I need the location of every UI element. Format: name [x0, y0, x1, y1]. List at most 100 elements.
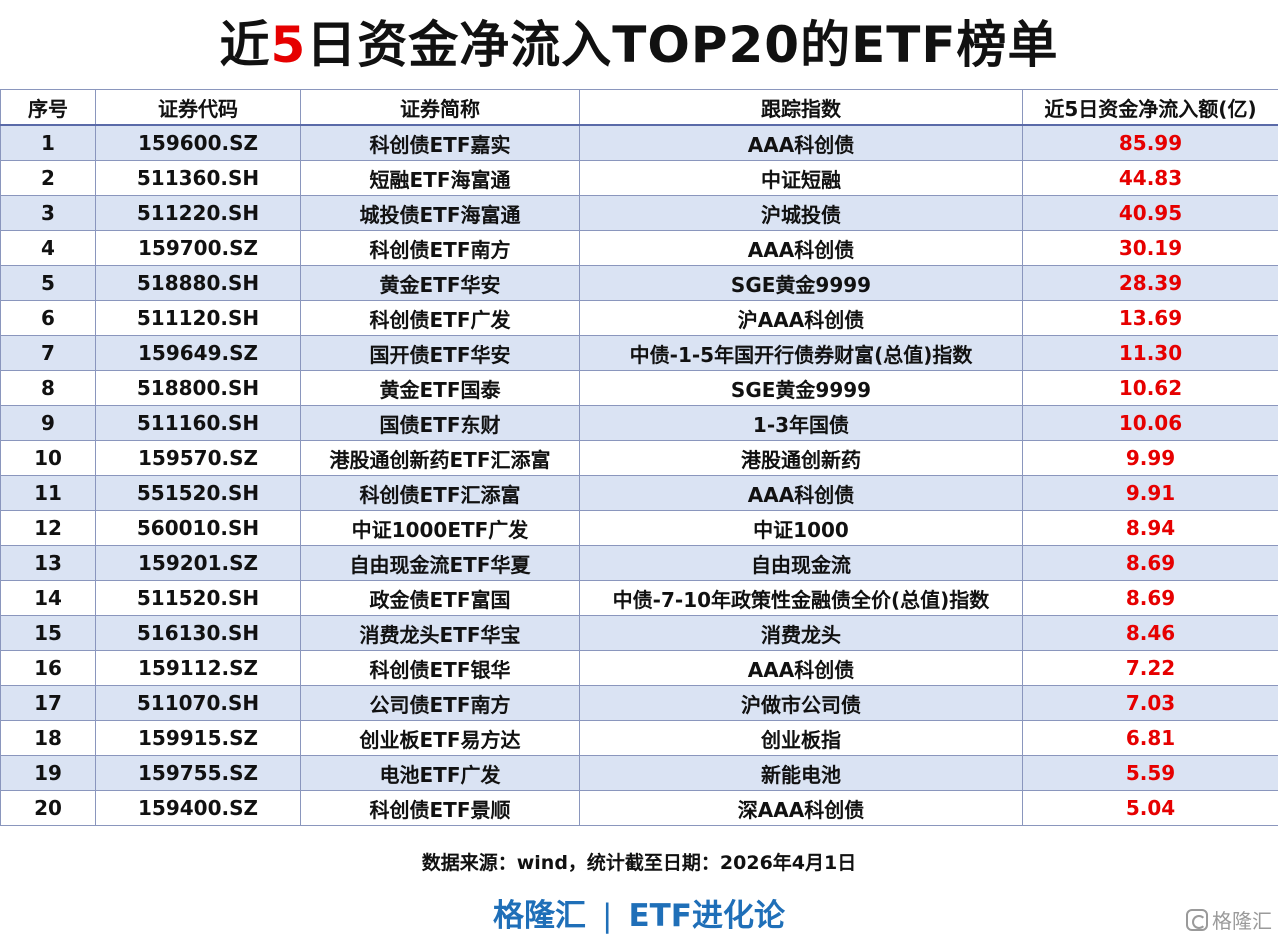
header-index: 跟踪指数	[579, 89, 1023, 126]
cell-net-inflow: 10.06	[1022, 405, 1278, 441]
cell-name: 创业板ETF易方达	[300, 720, 580, 756]
watermark: 格隆汇	[1186, 905, 1272, 934]
header-rank: 序号	[0, 89, 96, 126]
cell-name: 消费龙头ETF华宝	[300, 615, 580, 651]
cell-code: 518800.SH	[95, 370, 301, 406]
brand-name: 格隆汇	[493, 898, 587, 934]
brand-separator: |	[602, 898, 613, 934]
cell-rank: 8	[0, 370, 96, 406]
cell-index: 自由现金流	[579, 545, 1023, 581]
cell-name: 国开债ETF华安	[300, 335, 580, 371]
cell-net-inflow: 5.04	[1022, 790, 1278, 826]
cell-net-inflow: 30.19	[1022, 230, 1278, 266]
cell-code: 560010.SH	[95, 510, 301, 546]
cell-index: 中证1000	[579, 510, 1023, 546]
cell-code: 551520.SH	[95, 475, 301, 511]
table-row: 4 159700.SZ 科创债ETF南方 AAA科创债 30.19	[0, 230, 1278, 266]
cell-rank: 15	[0, 615, 96, 651]
table-row: 20 159400.SZ 科创债ETF景顺 深AAA科创债 5.04	[0, 790, 1278, 826]
cell-index: AAA科创债	[579, 124, 1023, 161]
table-row: 12 560010.SH 中证1000ETF广发 中证1000 8.94	[0, 510, 1278, 546]
table-row: 8 518800.SH 黄金ETF国泰 SGE黄金9999 10.62	[0, 370, 1278, 406]
cell-rank: 11	[0, 475, 96, 511]
data-source-note: 数据来源：wind，统计截至日期：2026年4月1日	[421, 852, 857, 874]
cell-name: 科创债ETF银华	[300, 650, 580, 686]
cell-net-inflow: 40.95	[1022, 195, 1278, 231]
table-row: 3 511220.SH 城投债ETF海富通 沪城投债 40.95	[0, 195, 1278, 231]
cell-net-inflow: 6.81	[1022, 720, 1278, 756]
cell-index: 消费龙头	[579, 615, 1023, 651]
cell-net-inflow: 8.46	[1022, 615, 1278, 651]
table-row: 1 159600.SZ 科创债ETF嘉实 AAA科创债 85.99	[0, 124, 1278, 161]
cell-code: 516130.SH	[95, 615, 301, 651]
cell-name: 港股通创新药ETF汇添富	[300, 440, 580, 476]
table-header-row: 序号 证券代码 证券简称 跟踪指数 近5日资金净流入额(亿)	[0, 89, 1278, 126]
cell-name: 黄金ETF国泰	[300, 370, 580, 406]
cell-name: 政金债ETF富国	[300, 580, 580, 616]
cell-net-inflow: 8.94	[1022, 510, 1278, 546]
cell-index: 新能电池	[579, 755, 1023, 791]
table-row: 10 159570.SZ 港股通创新药ETF汇添富 港股通创新药 9.99	[0, 440, 1278, 476]
header-name: 证券简称	[300, 89, 580, 126]
cell-index: 沪AAA科创债	[579, 300, 1023, 336]
brand-line: 格隆汇 | ETF进化论	[0, 890, 1278, 935]
cell-name: 公司债ETF南方	[300, 685, 580, 721]
title-suffix: 日资金净流入TOP20的ETF榜单	[306, 16, 1059, 74]
cell-index: 沪做市公司债	[579, 685, 1023, 721]
cell-index: 中债-1-5年国开行债券财富(总值)指数	[579, 335, 1023, 371]
table-row: 19 159755.SZ 电池ETF广发 新能电池 5.59	[0, 755, 1278, 791]
cell-rank: 4	[0, 230, 96, 266]
table-row: 11 551520.SH 科创债ETF汇添富 AAA科创债 9.91	[0, 475, 1278, 511]
cell-rank: 2	[0, 160, 96, 196]
cell-code: 159700.SZ	[95, 230, 301, 266]
cell-rank: 9	[0, 405, 96, 441]
cell-name: 科创债ETF嘉实	[300, 124, 580, 161]
cell-code: 511220.SH	[95, 195, 301, 231]
cell-rank: 20	[0, 790, 96, 826]
cell-name: 中证1000ETF广发	[300, 510, 580, 546]
cell-index: SGE黄金9999	[579, 370, 1023, 406]
cell-code: 159600.SZ	[95, 124, 301, 161]
cell-index: AAA科创债	[579, 475, 1023, 511]
cell-code: 159755.SZ	[95, 755, 301, 791]
table-row: 9 511160.SH 国债ETF东财 1-3年国债 10.06	[0, 405, 1278, 441]
cell-net-inflow: 10.62	[1022, 370, 1278, 406]
table-row: 2 511360.SH 短融ETF海富通 中证短融 44.83	[0, 160, 1278, 196]
watermark-text: 格隆汇	[1212, 909, 1272, 933]
cell-rank: 17	[0, 685, 96, 721]
cell-net-inflow: 85.99	[1022, 124, 1278, 161]
cell-name: 黄金ETF华安	[300, 265, 580, 301]
table-row: 16 159112.SZ 科创债ETF银华 AAA科创债 7.22	[0, 650, 1278, 686]
cell-index: 港股通创新药	[579, 440, 1023, 476]
cell-code: 511360.SH	[95, 160, 301, 196]
cell-name: 短融ETF海富通	[300, 160, 580, 196]
cell-net-inflow: 8.69	[1022, 580, 1278, 616]
cell-rank: 5	[0, 265, 96, 301]
cell-index: 沪城投债	[579, 195, 1023, 231]
cell-code: 159201.SZ	[95, 545, 301, 581]
cell-code: 511160.SH	[95, 405, 301, 441]
cell-net-inflow: 5.59	[1022, 755, 1278, 791]
table-row: 18 159915.SZ 创业板ETF易方达 创业板指 6.81	[0, 720, 1278, 756]
table-row: 13 159201.SZ 自由现金流ETF华夏 自由现金流 8.69	[0, 545, 1278, 581]
cell-net-inflow: 7.22	[1022, 650, 1278, 686]
cell-index: 1-3年国债	[579, 405, 1023, 441]
cell-name: 科创债ETF广发	[300, 300, 580, 336]
cell-code: 159112.SZ	[95, 650, 301, 686]
cell-rank: 16	[0, 650, 96, 686]
cell-net-inflow: 9.99	[1022, 440, 1278, 476]
cell-name: 科创债ETF景顺	[300, 790, 580, 826]
cell-rank: 7	[0, 335, 96, 371]
header-net-inflow: 近5日资金净流入额(亿)	[1022, 89, 1278, 126]
cell-rank: 1	[0, 124, 96, 161]
cell-name: 国债ETF东财	[300, 405, 580, 441]
cell-index: AAA科创债	[579, 650, 1023, 686]
header-code: 证券代码	[95, 89, 301, 126]
etf-ranking-table: 序号 证券代码 证券简称 跟踪指数 近5日资金净流入额(亿) 1 159600.S…	[0, 89, 1278, 826]
cell-net-inflow: 7.03	[1022, 685, 1278, 721]
cell-name: 科创债ETF汇添富	[300, 475, 580, 511]
cell-code: 159915.SZ	[95, 720, 301, 756]
cell-rank: 14	[0, 580, 96, 616]
cell-index: 创业板指	[579, 720, 1023, 756]
cell-net-inflow: 44.83	[1022, 160, 1278, 196]
